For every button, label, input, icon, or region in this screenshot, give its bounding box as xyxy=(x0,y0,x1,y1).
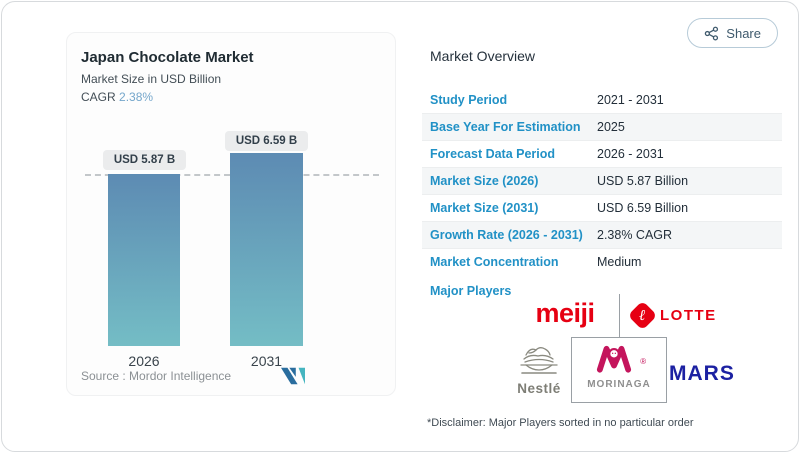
morinaga-wordmark: MORINAGA xyxy=(587,379,651,390)
lotte-wordmark: LOTTE xyxy=(660,307,717,324)
nestle-nest-icon xyxy=(516,347,562,379)
nestle-logo: Nestlé xyxy=(508,343,570,396)
overview-table: Study Period 2021 - 2031 Base Year For E… xyxy=(422,86,782,275)
x-axis-label-2031: 2031 xyxy=(250,353,283,369)
mars-logo: MARS xyxy=(669,362,735,385)
share-label: Share xyxy=(726,25,761,41)
morinaga-angel-icon xyxy=(594,345,638,377)
row-label: Market Concentration xyxy=(430,255,559,269)
row-value: 2021 - 2031 xyxy=(597,92,664,107)
lotte-logo: ℓ LOTTE xyxy=(627,300,717,331)
x-axis-label-2026: 2026 xyxy=(128,353,160,369)
table-row: Market Size (2026) USD 5.87 Billion xyxy=(422,167,782,194)
bar-value-label-2031: USD 6.59 B xyxy=(225,131,308,151)
lotte-mark-icon: ℓ xyxy=(627,300,658,331)
row-value: 2025 xyxy=(597,120,625,134)
row-value: Medium xyxy=(597,255,642,269)
table-row: Study Period 2021 - 2031 xyxy=(422,86,782,113)
table-row: Base Year For Estimation 2025 xyxy=(422,113,782,140)
table-row: Forecast Data Period 2026 - 2031 xyxy=(422,140,782,167)
row-label: Market Size (2026) xyxy=(430,174,539,188)
morinaga-logo: ® MORINAGA xyxy=(571,337,667,403)
table-row: Market Concentration Medium xyxy=(422,248,782,275)
cagr-value: 2.38% xyxy=(119,90,154,104)
row-label: Market Size (2031) xyxy=(430,201,539,215)
logo-divider xyxy=(619,294,620,337)
row-value: 2026 - 2031 xyxy=(597,147,664,161)
bar-value-label-2026: USD 5.87 B xyxy=(103,150,186,170)
major-players-label: Major Players xyxy=(430,284,512,298)
bar-2031 xyxy=(230,153,303,346)
mordor-intelligence-logo-icon xyxy=(281,367,305,390)
row-label: Study Period xyxy=(430,92,508,107)
source-text: Source : Mordor Intelligence xyxy=(81,369,232,383)
chart-title: Japan Chocolate Market xyxy=(81,49,254,66)
row-value: 2.38% CAGR xyxy=(597,228,673,242)
source-row: Source : Mordor Intelligence xyxy=(81,367,383,385)
row-label: Growth Rate (2026 - 2031) xyxy=(430,228,583,242)
nestle-wordmark: Nestlé xyxy=(517,381,561,396)
overview-heading: Market Overview xyxy=(430,48,536,64)
chart-subtitle: Market Size in USD Billion xyxy=(81,72,222,86)
table-row: Growth Rate (2026 - 2031) 2.38% CAGR xyxy=(422,221,782,248)
meiji-logo: meiji xyxy=(535,298,595,328)
disclaimer-text: *Disclaimer: Major Players sorted in no … xyxy=(427,417,694,429)
share-button[interactable]: Share xyxy=(687,18,778,48)
row-value: USD 5.87 Billion xyxy=(597,174,689,188)
row-label: Forecast Data Period xyxy=(430,147,556,161)
row-label: Base Year For Estimation xyxy=(430,120,581,134)
chart-cagr: CAGR 2.38% xyxy=(81,90,154,104)
share-icon xyxy=(704,26,719,41)
table-row: Market Size (2031) USD 6.59 Billion xyxy=(422,194,782,221)
chart-card: Japan Chocolate Market Market Size in US… xyxy=(66,32,396,396)
bar-2026 xyxy=(108,174,180,346)
row-value: USD 6.59 Billion xyxy=(597,201,689,215)
registered-mark: ® xyxy=(640,357,647,366)
